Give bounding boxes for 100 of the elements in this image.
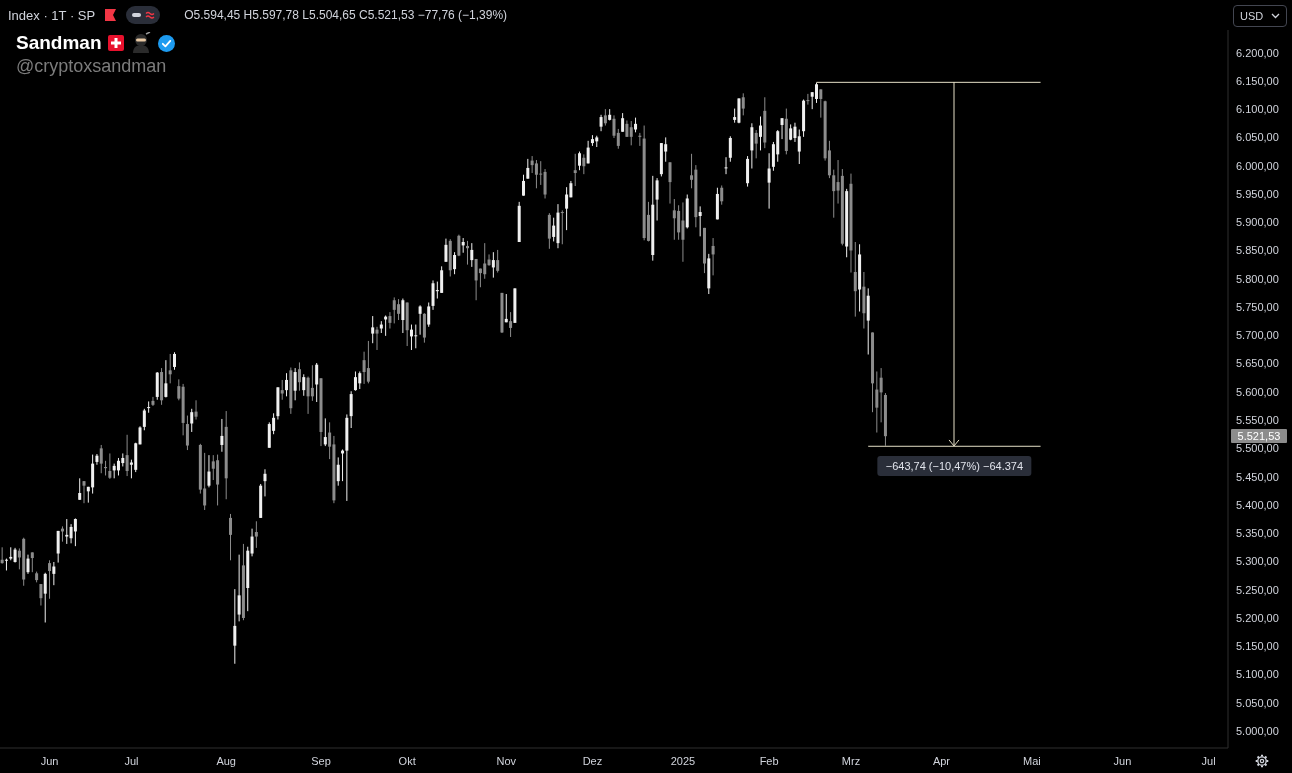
candlestick	[547, 212, 551, 250]
candlestick	[190, 408, 194, 433]
candlestick	[711, 237, 715, 276]
candlestick	[427, 302, 431, 328]
candlestick	[474, 258, 478, 301]
candlestick	[539, 160, 543, 186]
y-tick-label: 5.700,00	[1236, 329, 1279, 342]
y-tick-label: 5.500,00	[1236, 442, 1279, 455]
candlestick	[267, 421, 271, 449]
candlestick	[229, 513, 233, 561]
candlestick	[26, 554, 30, 575]
candlestick	[422, 312, 426, 344]
y-tick-label: 5.350,00	[1236, 527, 1279, 540]
candlestick	[565, 186, 569, 231]
y-tick-label: 5.900,00	[1236, 216, 1279, 229]
x-tick-label: Jun	[40, 755, 59, 767]
candlestick	[668, 161, 672, 205]
dropdown-field: USD	[1233, 5, 1287, 27]
y-tick-label: 5.300,00	[1236, 555, 1279, 568]
candlestick	[496, 249, 500, 274]
candlestick	[409, 324, 413, 351]
candlestick	[30, 551, 34, 573]
candlestick	[819, 88, 823, 119]
candlestick	[440, 265, 444, 294]
candlestick	[78, 477, 82, 501]
candlestick	[366, 340, 370, 384]
candlestick	[853, 241, 857, 318]
candlestick	[741, 92, 745, 116]
candlestick	[211, 454, 215, 481]
candlestick	[780, 117, 784, 140]
candlestick	[754, 129, 758, 159]
candlestick	[758, 116, 762, 151]
candlestick	[750, 122, 754, 170]
candlestick	[638, 132, 642, 147]
candlestick	[612, 114, 616, 139]
candlestick	[336, 456, 340, 487]
candlestick	[397, 298, 401, 321]
y-tick-label: 5.200,00	[1236, 611, 1279, 624]
y-tick-label: 6.000,00	[1236, 159, 1279, 172]
x-tick-label: Sep	[311, 755, 331, 767]
chart-title: Index · 1T · SP	[8, 7, 96, 23]
candlestick	[185, 415, 189, 451]
candlestick	[371, 315, 375, 344]
candlestick	[797, 129, 801, 165]
x-tick-label: Nov	[496, 755, 517, 767]
y-tick-label: 5.100,00	[1236, 668, 1279, 681]
candlestick	[832, 169, 836, 219]
candlestick	[815, 82, 818, 104]
text: 5.521,53	[1231, 429, 1287, 444]
x-tick-label: Jul	[124, 755, 139, 767]
candlestick	[362, 351, 366, 385]
candlestick	[151, 396, 155, 407]
candlestick	[655, 177, 659, 222]
x-tick-label: Jul	[1201, 755, 1216, 767]
candlestick	[65, 518, 69, 545]
candlestick	[388, 311, 392, 330]
candlestick	[142, 408, 146, 431]
candlestick	[302, 373, 306, 397]
candlestick	[672, 198, 676, 241]
candlestick	[43, 572, 47, 623]
candlestick	[724, 156, 728, 175]
candlestick	[233, 588, 237, 665]
candlestick	[310, 364, 314, 402]
y-tick-label: 5.550,00	[1236, 414, 1279, 426]
y-tick-label: 5.000,00	[1236, 724, 1279, 737]
ref-line-label: −643,74 (−10,47%) −64.374	[877, 456, 1032, 477]
candlestick	[418, 304, 422, 336]
candlestick	[108, 452, 112, 480]
candlestick	[263, 468, 267, 497]
candlestick	[698, 205, 702, 237]
y-tick-label: 5.950,00	[1236, 187, 1279, 200]
candlestick	[82, 480, 86, 504]
candlestick	[431, 279, 435, 311]
candlestick	[392, 296, 396, 324]
candlestick	[470, 242, 474, 268]
candlestick	[147, 400, 151, 414]
y-tick-label: 6.100,00	[1236, 103, 1279, 116]
candlestick	[720, 184, 724, 206]
y-tick-label: 5.750,00	[1236, 300, 1279, 313]
candlestick	[681, 201, 685, 263]
candlestick	[578, 151, 582, 171]
y-tick-label: 5.400,00	[1236, 498, 1279, 511]
candlestick	[629, 120, 633, 146]
candlestick	[194, 399, 198, 421]
candlestick	[522, 174, 526, 197]
y-tick-label: 5.050,00	[1236, 696, 1279, 709]
candlestick	[453, 251, 457, 275]
candlestick	[293, 367, 297, 401]
y-tick-label: 5.600,00	[1236, 385, 1279, 398]
candlestick	[444, 238, 448, 263]
candlestick	[220, 418, 224, 453]
candlestick	[875, 370, 879, 434]
candlestick	[767, 152, 771, 210]
candlestick	[177, 378, 181, 401]
candlestick	[168, 353, 172, 384]
candlestick	[280, 379, 284, 401]
annotation: @cryptoxsandman	[16, 56, 167, 77]
candlestick	[56, 530, 60, 564]
x-tick-label: Jun	[1113, 755, 1132, 767]
candlestick	[491, 251, 495, 279]
